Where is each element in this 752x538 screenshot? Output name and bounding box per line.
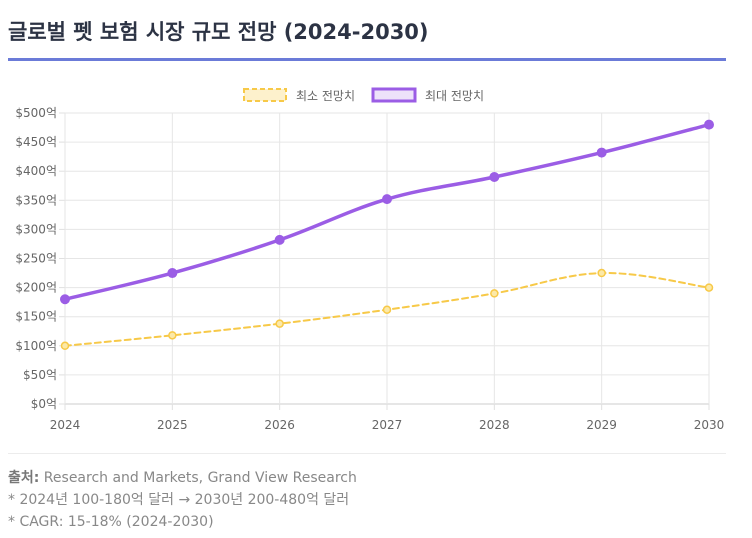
data-point-max[interactable] [596, 147, 607, 158]
data-point-min[interactable] [168, 331, 177, 340]
y-tick-label: $100억 [15, 339, 57, 353]
x-tick-label: 2030 [694, 418, 725, 432]
chart-footer: 출처: Research and Markets, Grand View Res… [8, 453, 726, 533]
x-tick-label: 2026 [264, 418, 295, 432]
data-point-min[interactable] [275, 319, 284, 328]
page-title: 글로벌 펫 보험 시장 규모 전망 (2024-2030) [8, 20, 429, 44]
data-point-max[interactable] [274, 234, 285, 245]
source-label: 출처: [8, 470, 40, 486]
x-tick-label: 2027 [372, 418, 403, 432]
note-range: * 2024년 100-180억 달러 → 2030년 200-480억 달러 [8, 492, 350, 508]
y-tick-label: $50억 [23, 368, 57, 382]
y-tick-label: $500억 [15, 106, 57, 120]
data-point-min[interactable] [382, 305, 392, 314]
y-tick-label: $400억 [15, 164, 57, 178]
data-point-max[interactable] [167, 268, 178, 279]
title-underline [8, 58, 726, 61]
data-point-max[interactable] [489, 172, 500, 183]
y-tick-label: $250억 [15, 252, 57, 266]
legend[interactable]: 최소 전망치 최대 전망치 [243, 87, 484, 103]
source-text: Research and Markets, Grand View Researc… [39, 470, 357, 486]
legend-item-max[interactable]: 최대 전망치 [371, 87, 484, 103]
y-tick-label: $200억 [15, 281, 57, 295]
x-axis: 2024 2025 2026 2027 2028 2029 2030 [50, 418, 725, 432]
legend-item-min[interactable]: 최소 전망치 [243, 88, 355, 103]
y-tick-label: $350억 [15, 193, 57, 207]
y-axis: $0억 $50억 $100억 $150억 $200억 $250억 $300억 $350억 $40… [15, 106, 57, 411]
y-tick-label: $0억 [31, 397, 57, 411]
data-point-min[interactable] [60, 341, 70, 351]
data-point-min[interactable] [597, 268, 606, 278]
grid [59, 112, 710, 410]
data-point-min[interactable] [490, 289, 499, 298]
x-tick-label: 2028 [479, 418, 510, 432]
line-chart: 최소 전망치 최대 전망치 $0억 $50억 $100억 $150억 $200억 $250… [15, 87, 725, 432]
y-tick-label: $450억 [15, 135, 57, 149]
legend-label-max: 최대 전망치 [425, 89, 484, 103]
x-tick-label: 2024 [50, 418, 81, 432]
legend-swatch-max [371, 87, 417, 103]
data-point-max[interactable] [704, 119, 714, 130]
y-tick-label: $150억 [15, 310, 57, 324]
data-point-max[interactable] [60, 294, 70, 305]
data-point-min[interactable] [704, 283, 714, 292]
note-cagr: * CAGR: 15-18% (2024-2030) [8, 514, 214, 530]
x-tick-label: 2029 [586, 418, 617, 432]
y-tick-label: $300억 [15, 222, 57, 236]
x-tick-label: 2025 [157, 418, 188, 432]
data-point-max[interactable] [382, 194, 392, 205]
legend-label-min: 최소 전망치 [296, 89, 355, 103]
legend-swatch-min [243, 88, 287, 102]
source-line: 출처: Research and Markets, Grand View Res… [8, 467, 726, 489]
series-points [60, 119, 714, 351]
